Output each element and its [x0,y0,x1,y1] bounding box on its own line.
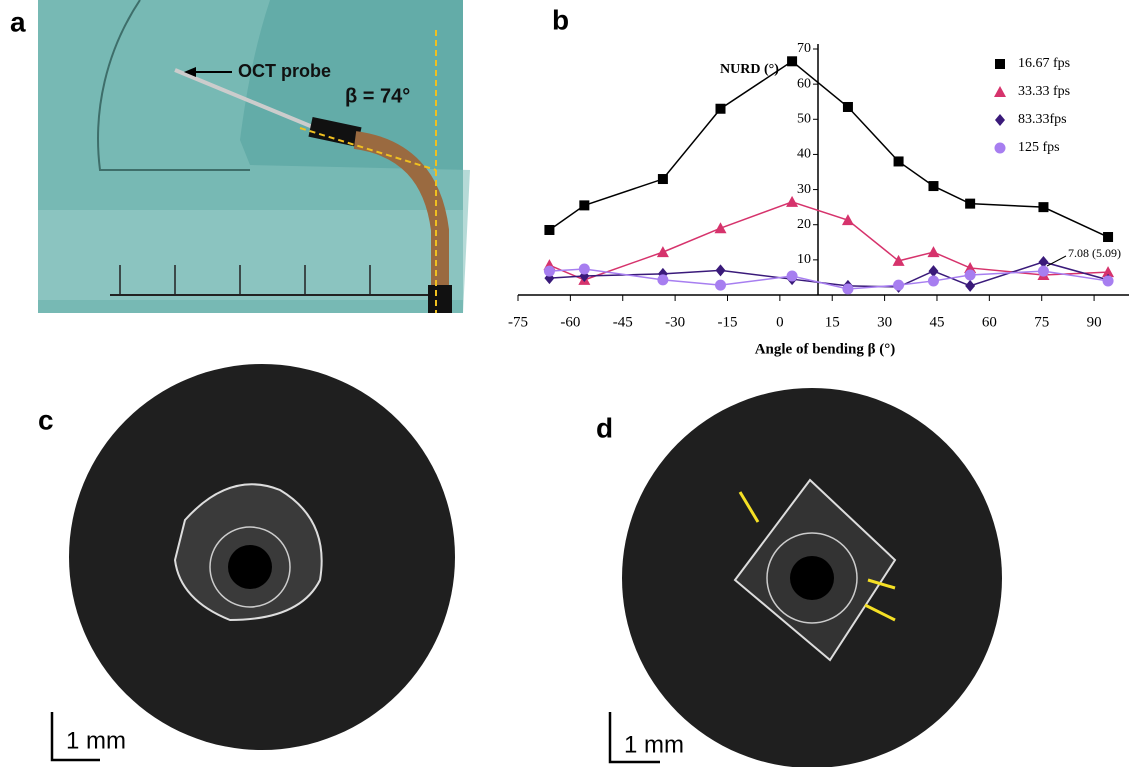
marker [927,246,939,257]
marker [965,269,976,280]
marker [995,143,1006,154]
marker [995,114,1005,126]
marker [1103,232,1113,242]
marker [928,275,939,286]
x-tick-label: 45 [929,314,944,330]
panel-label: c [38,404,54,435]
panel-label: a [10,6,26,37]
panel-label: b [552,4,569,35]
x-tick-label: 15 [825,314,840,330]
x-tick-label: 0 [776,314,784,330]
x-tick-label: 75 [1034,314,1049,330]
marker [1038,202,1048,212]
marker [893,280,904,291]
series-line [549,262,1108,287]
marker [995,59,1005,69]
marker [994,86,1006,97]
chart: NURD (°) Angle of bending β (°) -75-60-4… [508,41,1129,357]
scale-bar-label: 1 mm [66,727,126,754]
marker [716,104,726,114]
y-tick-label: 70 [797,41,811,56]
x-tick-label: -45 [613,314,633,330]
marker [787,56,797,66]
marker [715,222,727,233]
marker [544,225,554,235]
photo [38,0,470,313]
marker [579,263,590,274]
marker [965,280,975,292]
marker [965,199,975,209]
y-tick-label: 50 [797,112,811,127]
x-tick-label: 60 [982,314,997,330]
marker [894,156,904,166]
marker [657,246,669,257]
y-tick-label: 60 [797,76,811,91]
legend-label: 33.33 fps [1018,84,1070,99]
x-axis-label: Angle of bending β (°) [755,341,896,357]
legend-label: 83.33fps [1018,112,1067,127]
y-tick-label: 30 [797,182,811,197]
oct-image-d [622,388,1002,767]
x-tick-label: -60 [560,314,580,330]
x-tick-label: -15 [717,314,737,330]
x-tick-label: -30 [665,314,685,330]
oct-image-c [69,364,455,750]
marker [544,266,555,277]
x-tick-label: -75 [508,314,528,330]
figure: OCT probe β = 74° 1 mm 1 mm a b c d NURD… [0,0,1133,767]
y-tick-label: 20 [797,217,811,232]
marker [928,181,938,191]
x-tick-label: 30 [877,314,892,330]
annotation: 7.08 (5.09) [1068,246,1121,260]
series-line [549,269,1108,289]
marker [842,214,854,225]
y-tick-label: 10 [797,252,811,267]
legend-label: 16.67 fps [1018,56,1070,71]
marker [842,284,853,295]
marker [1103,275,1114,286]
marker [658,174,668,184]
marker [928,265,938,277]
annotation-arrow [1047,256,1066,266]
x-tick-label: 90 [1087,314,1102,330]
marker [716,264,726,276]
marker [1038,266,1049,277]
legend-label: 125 fps [1018,140,1060,155]
panel-label: d [596,412,613,443]
marker [786,196,798,207]
marker [657,274,668,285]
marker [843,102,853,112]
marker [787,271,798,282]
marker [715,280,726,291]
y-tick-label: 40 [797,147,811,162]
photo-annotation: OCT probe [238,61,331,81]
photo-annotation: β = 74° [345,85,410,107]
scale-bar-label: 1 mm [624,731,684,758]
marker [579,200,589,210]
